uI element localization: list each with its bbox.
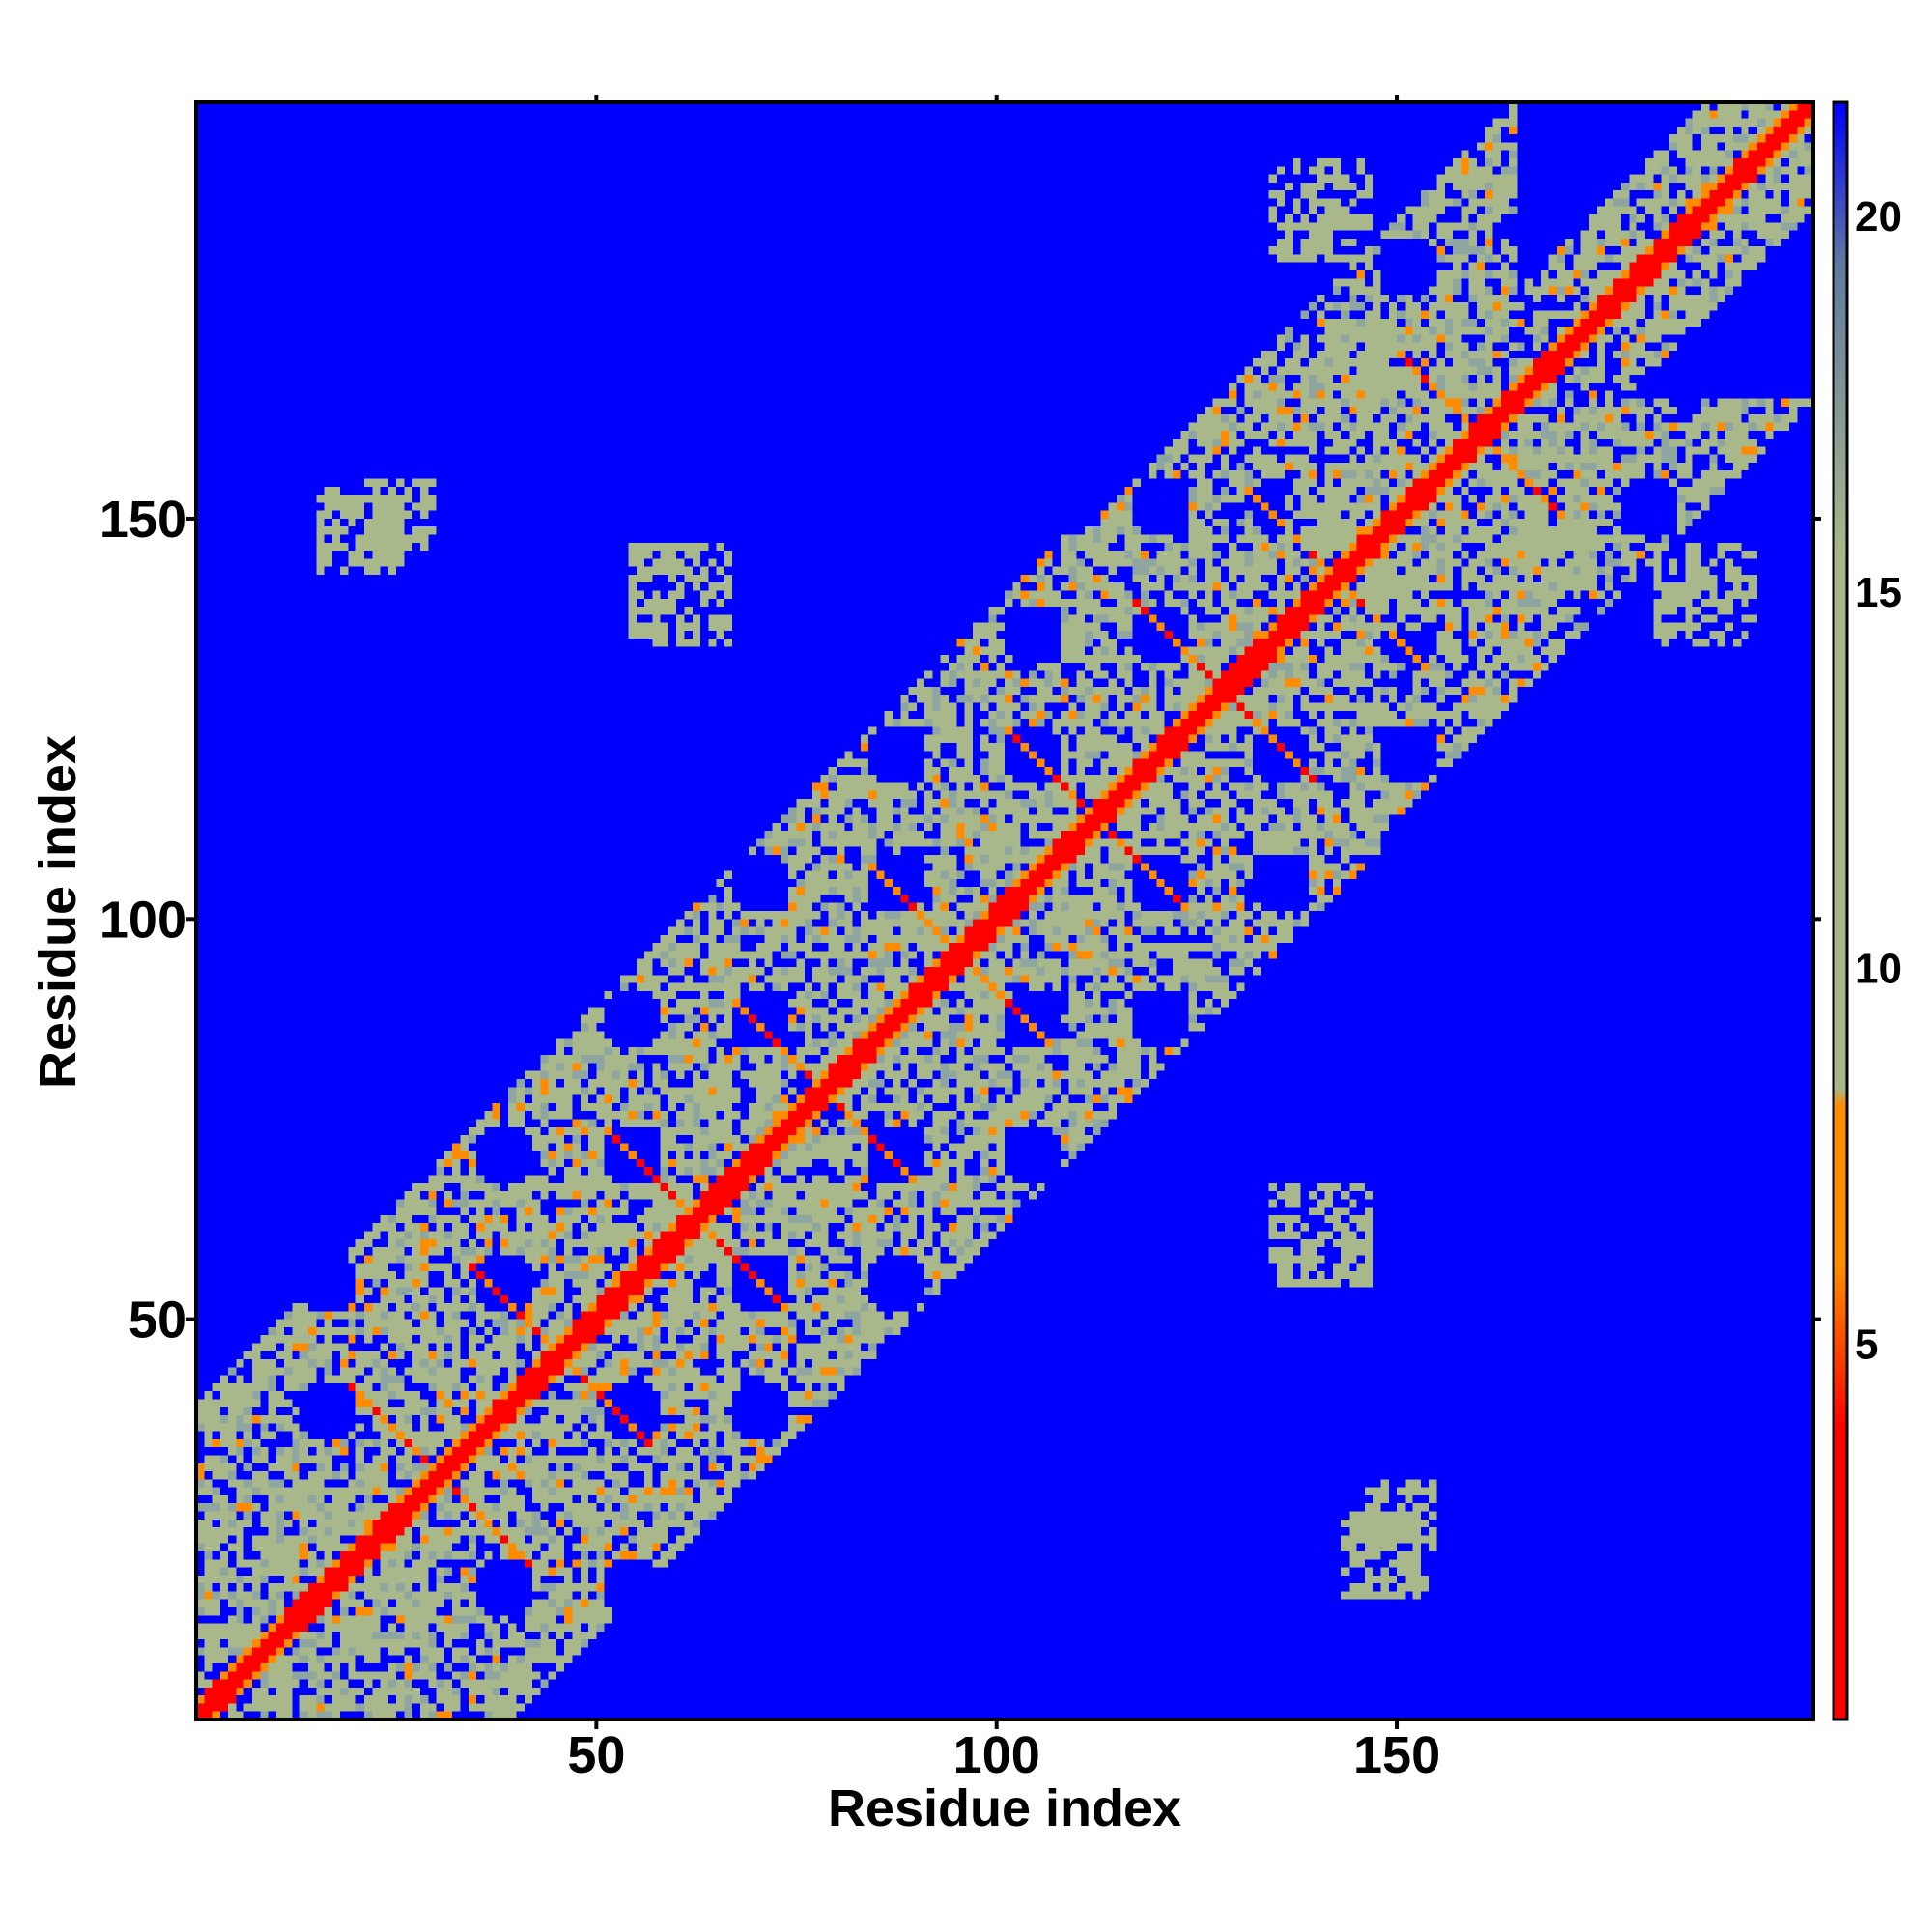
x-tick-label: 50 bbox=[567, 1726, 625, 1784]
heatmap-cells bbox=[196, 102, 1813, 1719]
y-tick-label: 50 bbox=[128, 1292, 186, 1350]
heatmap bbox=[196, 102, 1813, 1719]
y-tick-label: 100 bbox=[99, 891, 186, 949]
plot-frame bbox=[194, 100, 1815, 1721]
y-tick-label: 150 bbox=[99, 491, 186, 549]
colorbar: 5 10 15 20 bbox=[1833, 102, 1902, 1719]
y-axis-title: Residue index bbox=[29, 735, 87, 1089]
colorbar-frame bbox=[1832, 100, 1849, 1721]
x-tick-label: 100 bbox=[953, 1726, 1040, 1784]
x-axis-title: Residue index bbox=[828, 1779, 1181, 1837]
colorbar-tick-label: 10 bbox=[1855, 945, 1902, 992]
x-tick-label: 150 bbox=[1353, 1726, 1440, 1784]
colorbar-gradient bbox=[1833, 102, 1847, 1719]
colorbar-tick-label: 20 bbox=[1855, 193, 1902, 241]
colorbar-tick-label: 15 bbox=[1855, 569, 1902, 616]
colorbar-tick-label: 5 bbox=[1855, 1321, 1878, 1369]
axis-ticks: 50 100 150 50 100 150 bbox=[99, 95, 1821, 1784]
